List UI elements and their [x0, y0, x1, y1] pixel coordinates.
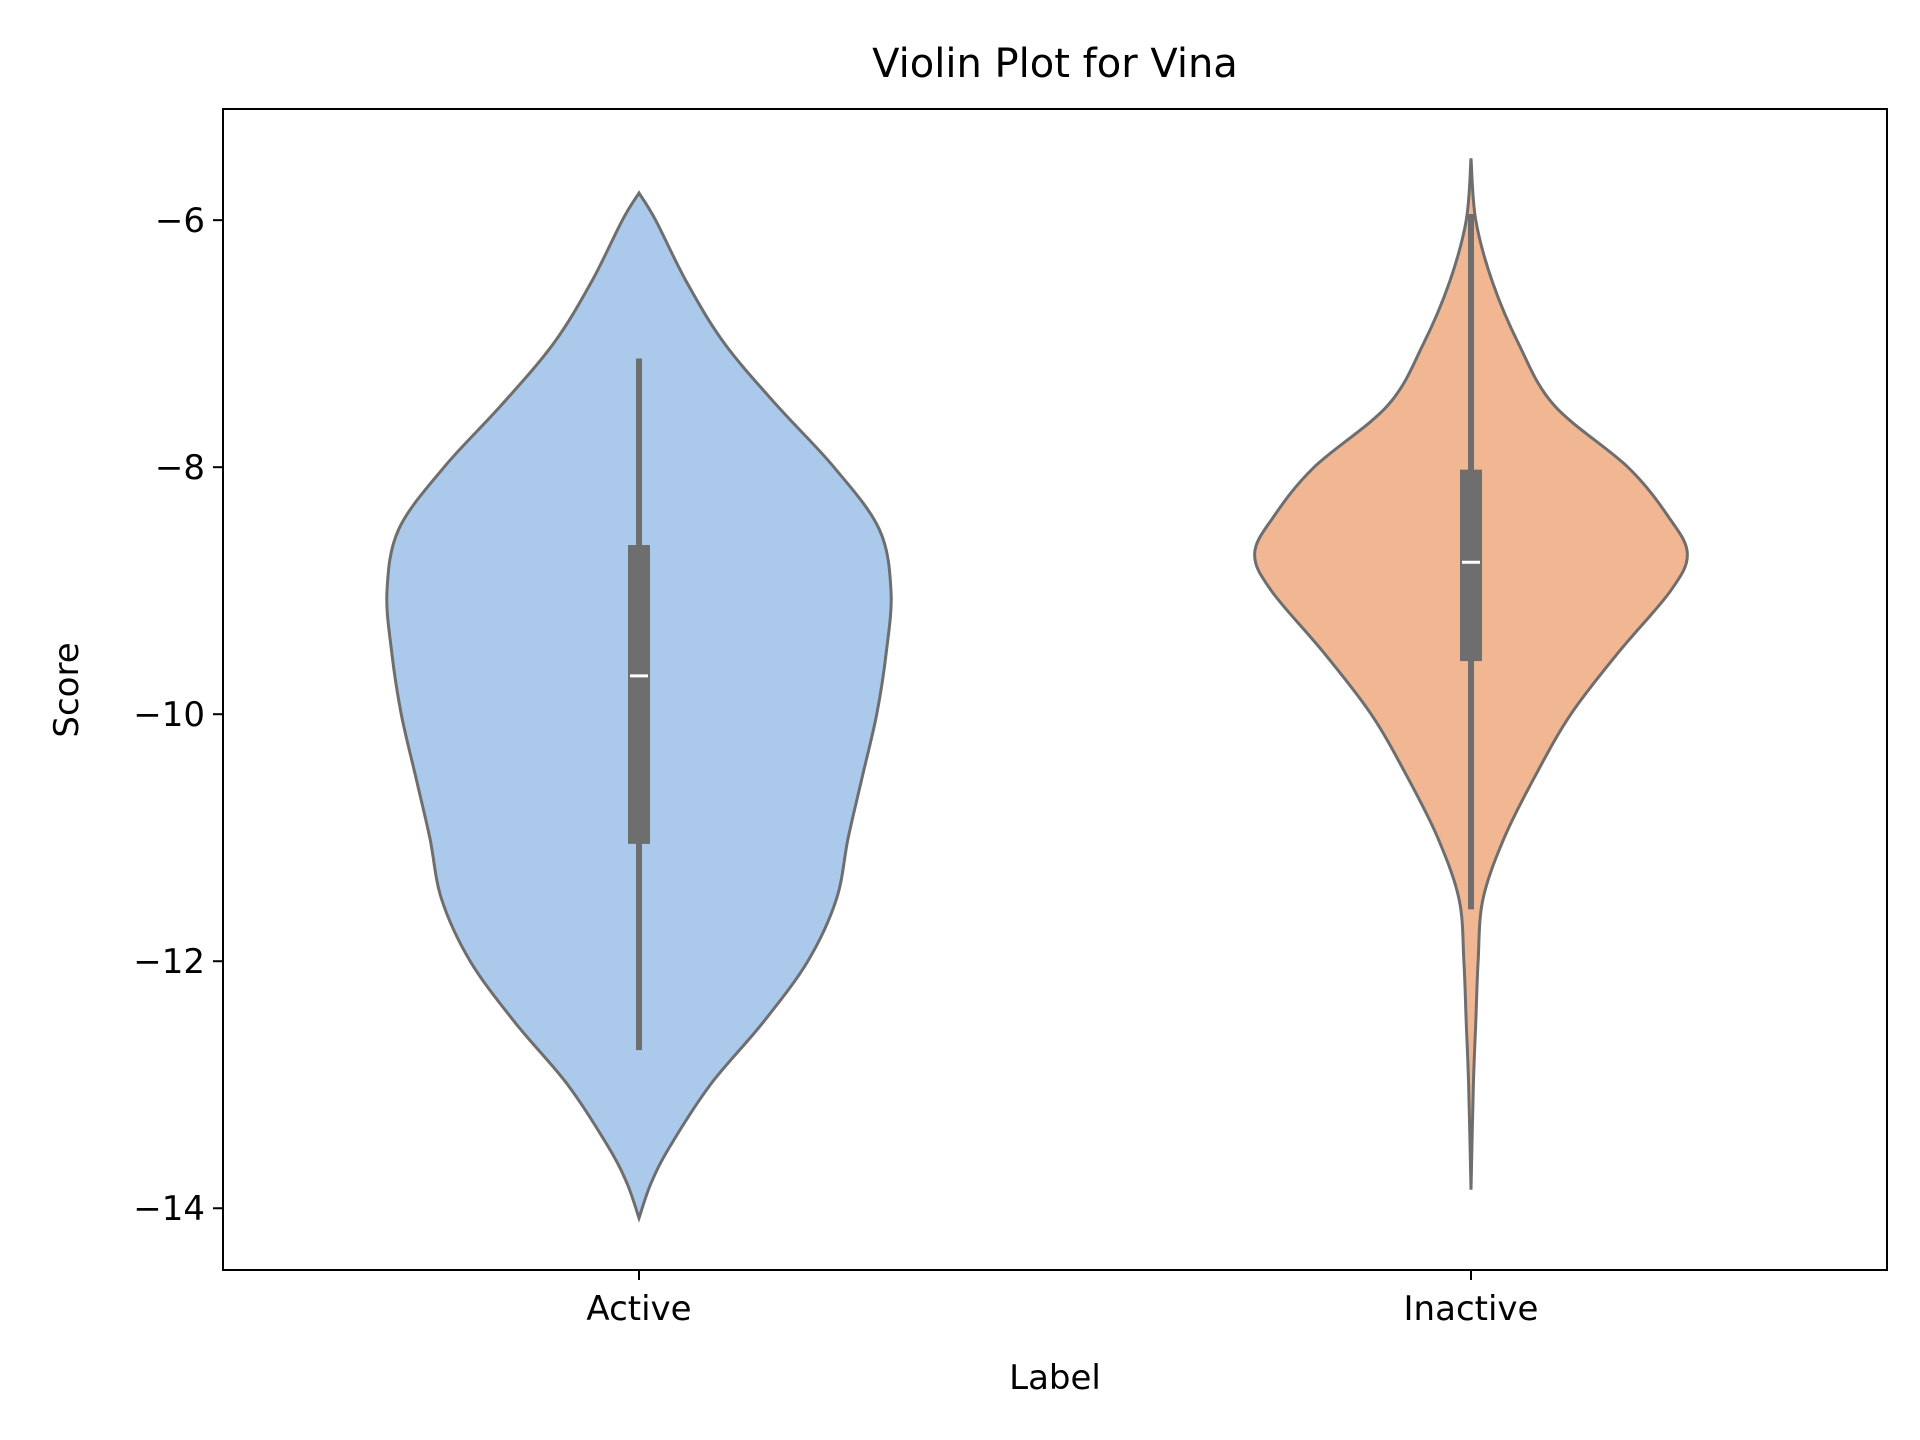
x-tick-label: Inactive: [1404, 1289, 1539, 1329]
y-tick-label: −12: [133, 942, 205, 982]
x-axis: Active Inactive: [586, 1270, 1538, 1329]
y-axis: −6 −8 −10 −12 −14: [133, 201, 223, 1229]
violin-iqr-box: [1460, 469, 1482, 662]
y-axis-label: Score: [47, 642, 87, 737]
y-tick-label: −10: [133, 695, 205, 735]
y-tick-label: −6: [155, 201, 205, 241]
y-tick-label: −8: [155, 448, 205, 488]
violin-active: [385, 190, 893, 1223]
violin-inactive: [1253, 158, 1689, 1190]
violins: [385, 158, 1689, 1223]
x-axis-label: Label: [1009, 1358, 1101, 1398]
x-tick-label: Active: [586, 1289, 691, 1329]
violin-iqr-box: [628, 544, 650, 844]
y-tick-label: −14: [133, 1189, 205, 1229]
chart-title: Violin Plot for Vina: [872, 41, 1238, 87]
plot-frame: [222, 108, 1888, 1271]
